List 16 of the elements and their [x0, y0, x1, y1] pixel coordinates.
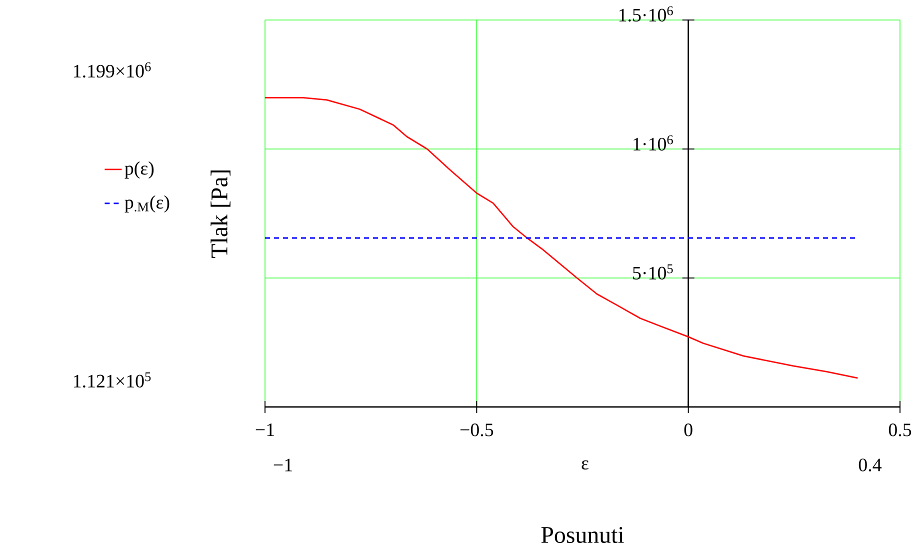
legend-label: p(ε) — [124, 161, 154, 179]
text: −1 — [274, 458, 292, 472]
text: 1.199×10$^{6}$ — [74, 62, 151, 78]
x-tick-label: −0.5 — [460, 424, 494, 436]
y-tick-label: 5·10$^{5}$ — [633, 264, 673, 280]
x-axis-title: Posunuti — [541, 526, 624, 544]
x-tick-label: 0.5 — [888, 424, 912, 436]
legend-label: p$_{.M}$(ε) — [124, 195, 170, 213]
x-tick-label: −1 — [256, 424, 274, 436]
y-tick-label: 1·10$^{6}$ — [634, 135, 673, 151]
text: 1.121×10$^{5}$ — [74, 372, 151, 388]
x-tick-label: 0 — [684, 424, 692, 436]
text: ε — [582, 460, 588, 470]
y-axis-title: Tlak [Pa] — [210, 170, 230, 258]
text: 0.4 — [858, 458, 882, 472]
y-tick-label: 1.5·10$^{6}$ — [619, 6, 673, 22]
